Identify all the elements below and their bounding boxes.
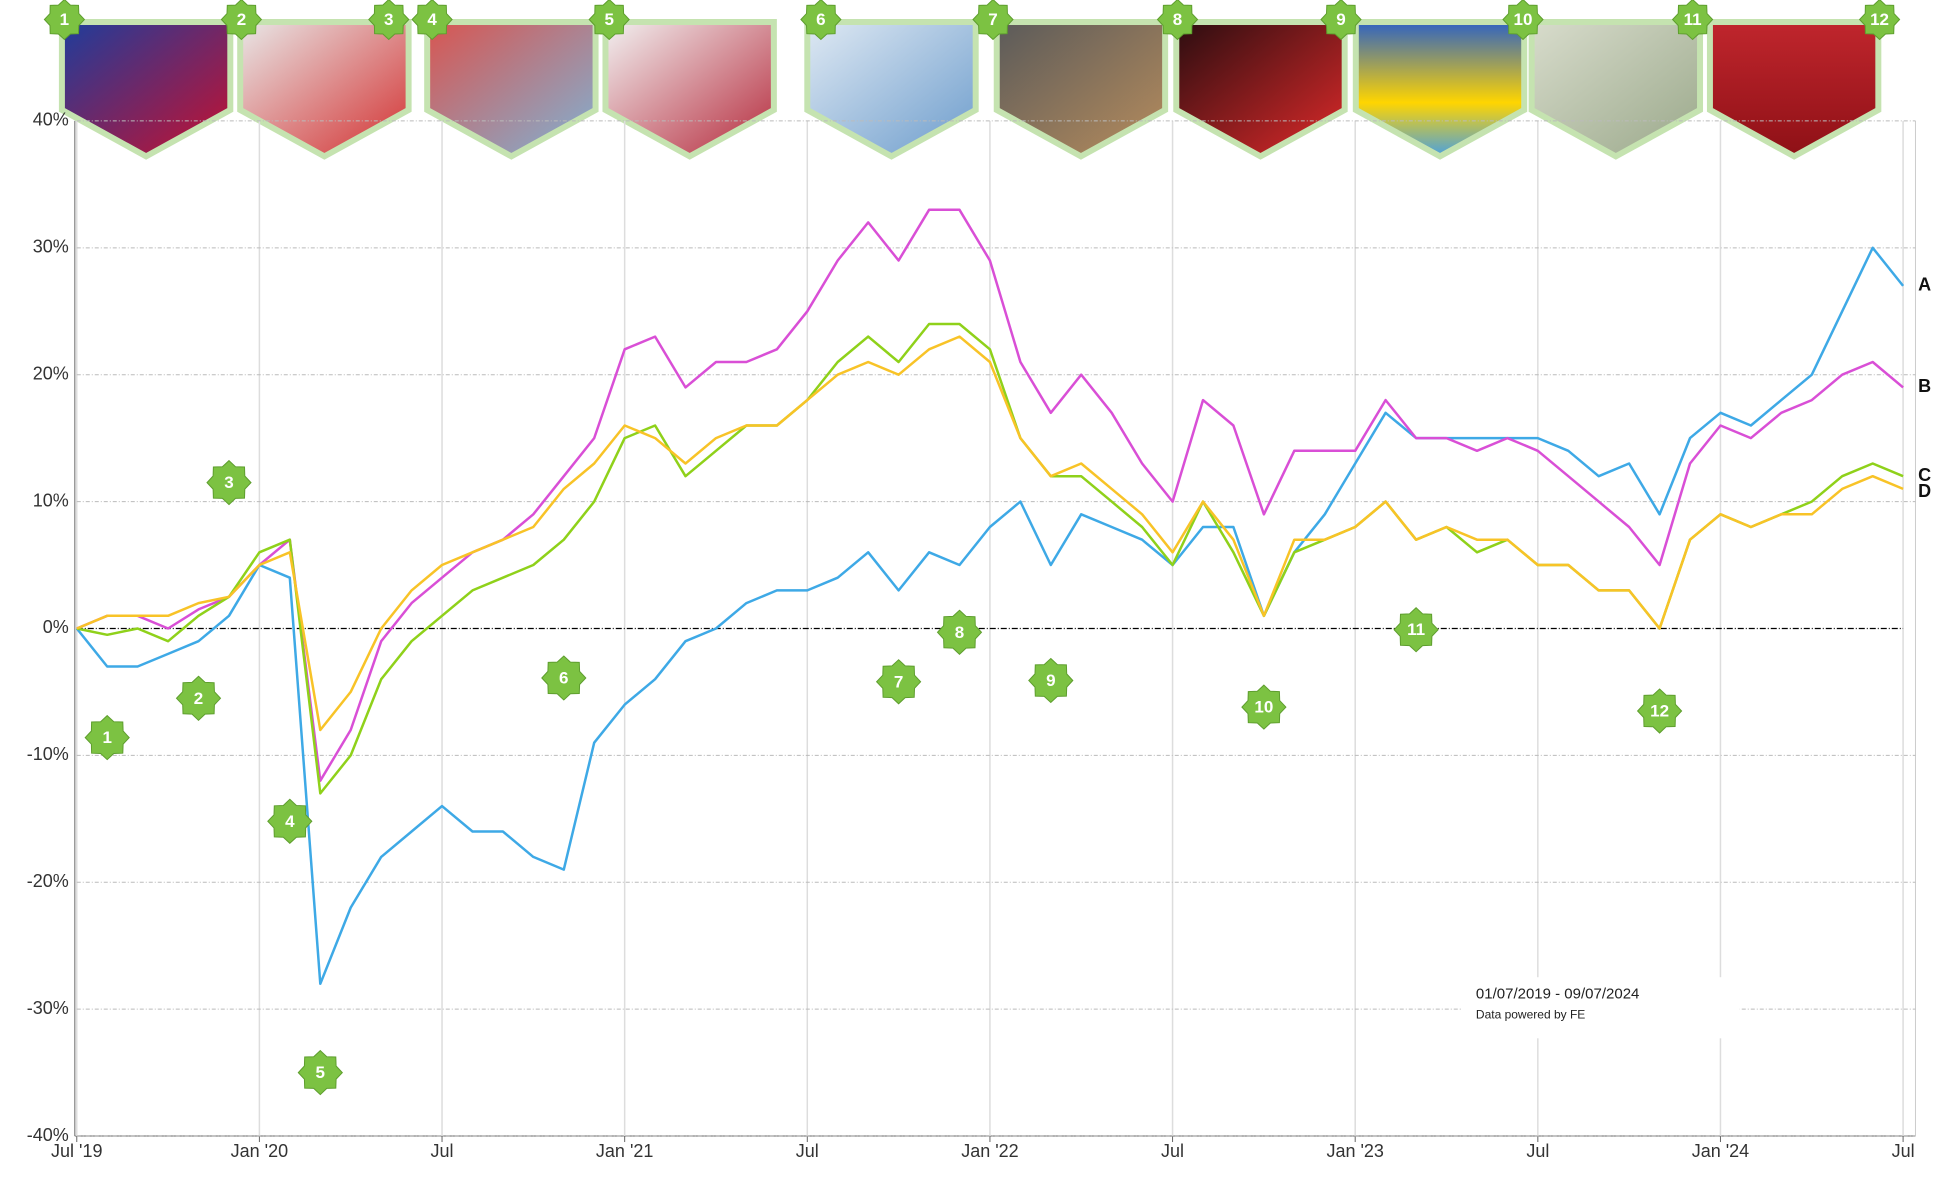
x-tick-label: Jul [1892, 1141, 1915, 1161]
y-tick-label: -40% [27, 1125, 69, 1145]
y-tick-label: 0% [43, 617, 69, 637]
y-tick-label: -30% [27, 998, 69, 1018]
badge-label: 9 [1336, 10, 1345, 29]
badge-label: 6 [816, 10, 825, 29]
annotation-label: 3 [224, 473, 233, 492]
source: Data powered by FE [1476, 1007, 1585, 1021]
x-tick-label: Jan '23 [1326, 1141, 1383, 1161]
chart: 123456789101112 Jul '19Jan '20JulJan '21… [0, 0, 1939, 1180]
annotation-label: 6 [559, 668, 568, 687]
x-tick-label: Jan '24 [1692, 1141, 1749, 1161]
y-tick-label: 30% [33, 237, 69, 257]
y-tick-label: -20% [27, 871, 69, 891]
annotation-label: 5 [316, 1063, 325, 1082]
event-image [1532, 22, 1700, 156]
legend-label: B [1918, 376, 1931, 396]
y-tick-label: -10% [27, 744, 69, 764]
event-image [240, 22, 408, 156]
y-tick-label: 40% [33, 110, 69, 130]
badge-label: 4 [427, 10, 437, 29]
event-image [62, 22, 230, 156]
badge-label: 1 [60, 10, 69, 29]
event-image [1176, 22, 1344, 156]
y-tick-label: 20% [33, 363, 69, 383]
badge-label: 3 [384, 10, 393, 29]
x-tick-label: Jul [431, 1141, 454, 1161]
event-image [605, 22, 773, 156]
badge-label: 12 [1870, 10, 1889, 29]
badge-label: 8 [1173, 10, 1182, 29]
x-tick-label: Jul [1161, 1141, 1184, 1161]
x-tick-label: Jan '22 [961, 1141, 1018, 1161]
badge-label: 2 [237, 10, 246, 29]
x-tick-label: Jan '20 [231, 1141, 288, 1161]
annotation-label: 2 [194, 689, 203, 708]
x-tick-label: Jul [796, 1141, 819, 1161]
annotation-label: 1 [102, 728, 111, 747]
y-tick-label: 10% [33, 490, 69, 510]
event-image [1710, 22, 1878, 156]
event-image [807, 22, 975, 156]
annotation-label: 4 [285, 812, 295, 831]
page: {"chart_data": { "type": "line", "x": ["… [0, 0, 1939, 1180]
annotation-label: 10 [1254, 698, 1273, 717]
legend-label: D [1918, 481, 1931, 501]
date-range: 01/07/2019 - 09/07/2024 [1476, 985, 1639, 1002]
annotation-label: 7 [894, 672, 903, 691]
annotation-label: 9 [1046, 671, 1055, 690]
badge-label: 10 [1514, 10, 1533, 29]
annotation-label: 12 [1650, 701, 1669, 720]
x-tick-label: Jan '21 [596, 1141, 653, 1161]
legend-label: A [1918, 275, 1931, 295]
annotation-label: 11 [1407, 620, 1425, 639]
badge-label: 5 [604, 10, 613, 29]
annotation-label: 8 [955, 623, 964, 642]
x-tick-label: Jul [1526, 1141, 1549, 1161]
event-image [997, 22, 1165, 156]
badge-label: 11 [1684, 10, 1702, 29]
badge-label: 7 [988, 10, 997, 29]
event-image [1356, 22, 1524, 156]
event-image [427, 22, 595, 156]
